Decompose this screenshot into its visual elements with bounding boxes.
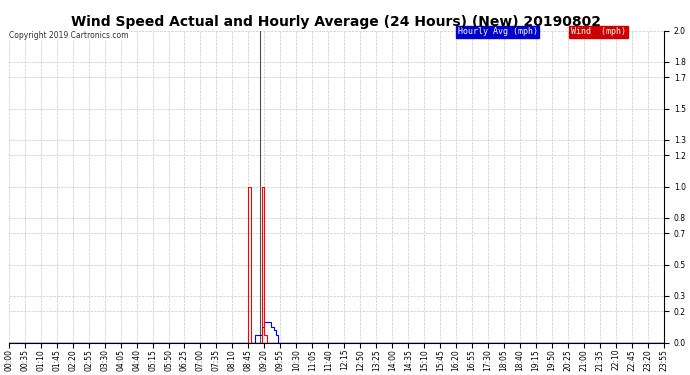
Text: Copyright 2019 Cartronics.com: Copyright 2019 Cartronics.com	[9, 31, 128, 40]
Text: Wind  (mph): Wind (mph)	[571, 27, 626, 36]
Text: Hourly Avg (mph): Hourly Avg (mph)	[457, 27, 538, 36]
Title: Wind Speed Actual and Hourly Average (24 Hours) (New) 20190802: Wind Speed Actual and Hourly Average (24…	[71, 15, 601, 29]
